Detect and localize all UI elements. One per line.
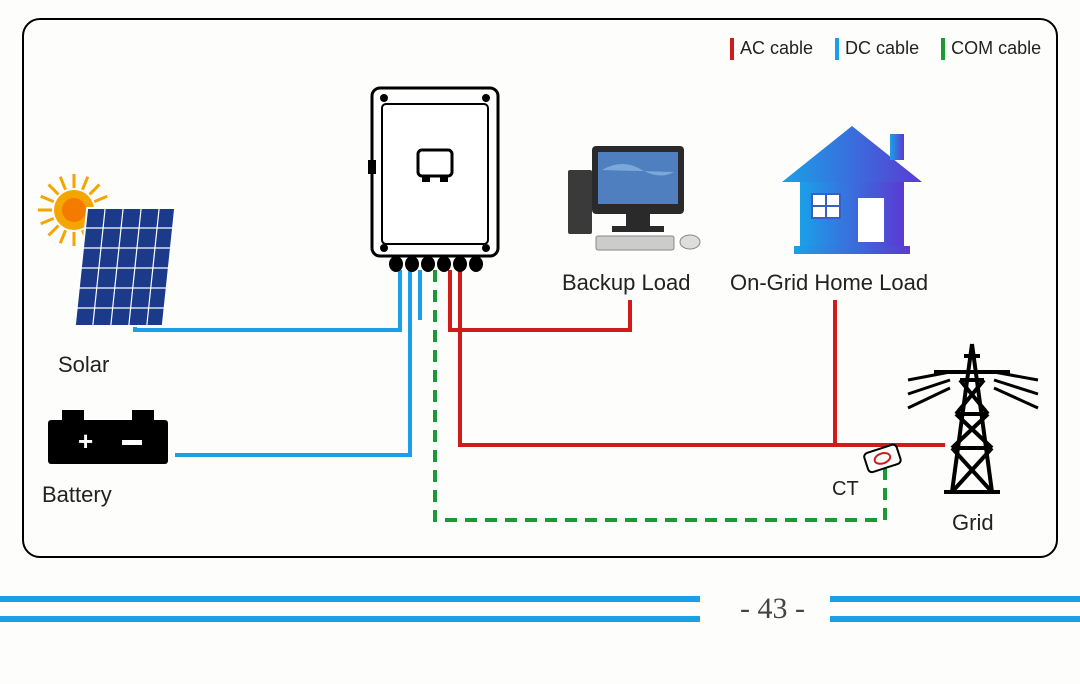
grid-label: Grid (952, 510, 994, 536)
computer-icon (562, 140, 712, 260)
page-footer: - 43 - (0, 588, 1080, 648)
home-label: On-Grid Home Load (730, 270, 928, 296)
ct-label: CT (832, 478, 859, 501)
footer-bar (830, 596, 1080, 602)
ct-icon (860, 440, 908, 480)
grid-tower-icon (912, 336, 1052, 506)
solar-label: Solar (58, 352, 109, 378)
house-icon (772, 120, 932, 260)
battery-label: Battery (42, 482, 112, 508)
battery-icon: + (40, 402, 180, 472)
footer-bar (0, 616, 700, 622)
inverter-icon (360, 80, 510, 280)
svg-text:+: + (78, 426, 93, 456)
footer-bar (0, 596, 700, 602)
backup-label: Backup Load (562, 270, 690, 296)
footer-bar (830, 616, 1080, 622)
page-number: - 43 - (740, 592, 805, 626)
solar-panel-icon (78, 200, 188, 340)
